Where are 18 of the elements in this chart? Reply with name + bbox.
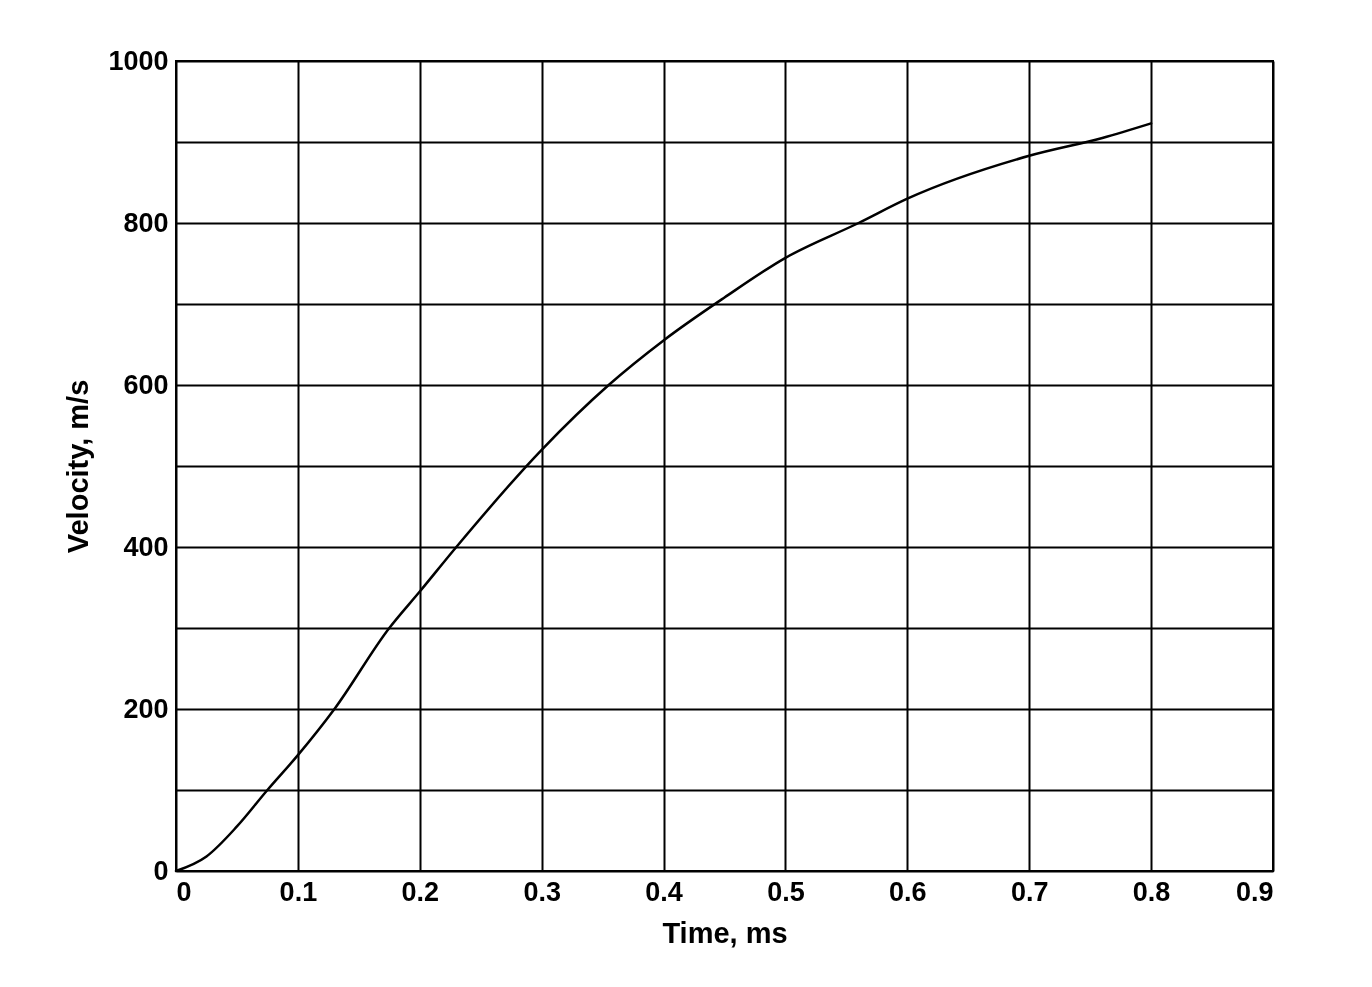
- x-tick-label: 0.5: [767, 876, 805, 907]
- x-tick-label: 0.1: [279, 876, 318, 907]
- y-tick-label: 0: [153, 855, 169, 886]
- x-tick-label: 0: [176, 876, 192, 907]
- y-axis-title: Velocity, m/s: [62, 379, 95, 554]
- x-tick-label: 0.4: [645, 876, 683, 907]
- x-tick-label: 0.2: [401, 876, 440, 907]
- y-tick-label: 400: [123, 531, 169, 562]
- y-tick-label: 1000: [108, 45, 169, 76]
- x-tick-label: 0.6: [889, 876, 927, 907]
- y-tick-label: 600: [123, 369, 169, 400]
- x-tick-label: 0.9: [1235, 876, 1274, 907]
- y-tick-label: 200: [123, 693, 169, 724]
- x-tick-label: 0.3: [523, 876, 561, 907]
- x-axis-title: Time, ms: [662, 916, 788, 949]
- x-tick-label: 0.8: [1132, 876, 1171, 907]
- y-tick-label: 800: [123, 207, 169, 238]
- x-tick-label: 0.7: [1010, 876, 1049, 907]
